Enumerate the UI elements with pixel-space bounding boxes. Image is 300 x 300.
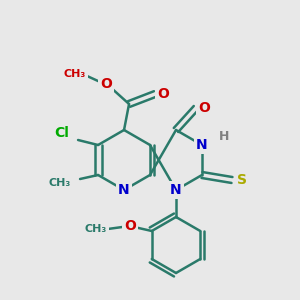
Text: N: N	[170, 183, 182, 197]
Text: Cl: Cl	[55, 126, 70, 140]
Text: O: O	[100, 77, 112, 91]
Text: O: O	[124, 219, 136, 233]
Text: N: N	[196, 138, 208, 152]
Text: O: O	[157, 87, 169, 101]
Text: N: N	[118, 183, 130, 197]
Text: H: H	[219, 130, 229, 143]
Text: CH₃: CH₃	[64, 69, 86, 79]
Text: CH₃: CH₃	[49, 178, 71, 188]
Text: O: O	[198, 101, 210, 115]
Text: CH₃: CH₃	[85, 224, 107, 234]
Text: S: S	[237, 173, 247, 187]
